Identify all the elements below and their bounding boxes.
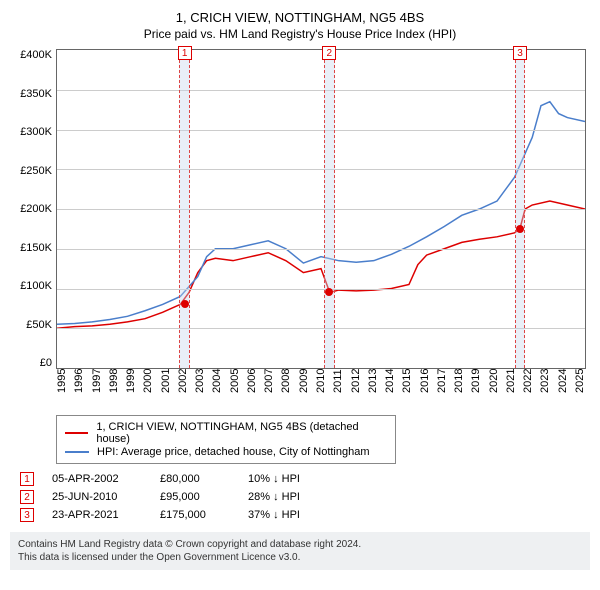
- marker-band: [179, 50, 190, 368]
- y-axis: £400K £350K £300K £250K £200K £150K £100K £50K £…: [10, 49, 56, 369]
- x-tick-label: 2001: [160, 369, 172, 409]
- x-tick-label: 2020: [488, 369, 500, 409]
- x-tick-label: 1995: [56, 369, 68, 409]
- event-date: 05-APR-2002: [52, 473, 142, 485]
- x-tick-label: 2006: [246, 369, 258, 409]
- marker-band: [515, 50, 526, 368]
- x-tick-label: 2003: [194, 369, 206, 409]
- event-marker: 2: [20, 490, 34, 504]
- x-tick-label: 2018: [453, 369, 465, 409]
- x-tick-label: 1999: [125, 369, 137, 409]
- legend-swatch: [65, 451, 89, 453]
- x-tick-label: 2008: [280, 369, 292, 409]
- marker-dot: [516, 225, 524, 233]
- gridline: [57, 328, 585, 329]
- event-marker: 3: [20, 508, 34, 522]
- x-tick-label: 2009: [298, 369, 310, 409]
- legend-swatch: [65, 432, 88, 434]
- x-tick-label: 1998: [108, 369, 120, 409]
- x-tick-label: 2002: [177, 369, 189, 409]
- event-hpi: 28% ↓ HPI: [248, 491, 338, 503]
- gridline: [57, 90, 585, 91]
- event-price: £95,000: [160, 491, 230, 503]
- series-hpi: [57, 102, 585, 325]
- x-tick-label: 2014: [384, 369, 396, 409]
- x-tick-label: 2010: [315, 369, 327, 409]
- y-tick-label: £400K: [10, 49, 52, 61]
- chart-container: 1, CRICH VIEW, NOTTINGHAM, NG5 4BS Price…: [0, 0, 600, 578]
- y-tick-label: £0: [10, 357, 52, 369]
- marker-dot: [181, 300, 189, 308]
- legend-row: 1, CRICH VIEW, NOTTINGHAM, NG5 4BS (deta…: [65, 421, 387, 445]
- x-tick-label: 2021: [505, 369, 517, 409]
- gridline: [57, 249, 585, 250]
- series-property: [57, 201, 585, 328]
- y-tick-label: £50K: [10, 319, 52, 331]
- legend-label: HPI: Average price, detached house, City…: [97, 446, 370, 458]
- x-tick-label: 2019: [470, 369, 482, 409]
- plot-area: 1 2 3: [56, 49, 586, 369]
- x-tick-label: 2013: [367, 369, 379, 409]
- x-axis: 1995 1996 1997 1998 1999 2000 2001 2002 2003 2004…: [56, 369, 586, 409]
- x-tick-label: 2005: [229, 369, 241, 409]
- marker-band: [324, 50, 335, 368]
- footer: Contains HM Land Registry data © Crown c…: [10, 532, 590, 570]
- event-row: 2 25-JUN-2010 £95,000 28% ↓ HPI: [20, 490, 590, 504]
- y-tick-label: £150K: [10, 242, 52, 254]
- footer-line1: Contains HM Land Registry data © Crown c…: [18, 538, 582, 551]
- y-tick-label: £350K: [10, 88, 52, 100]
- x-tick-label: 2023: [539, 369, 551, 409]
- event-table: 1 05-APR-2002 £80,000 10% ↓ HPI 2 25-JUN-2010…: [20, 472, 590, 522]
- x-tick-label: 2004: [211, 369, 223, 409]
- marker-dot: [325, 288, 333, 296]
- event-row: 3 23-APR-2021 £175,000 37% ↓ HPI: [20, 508, 590, 522]
- footer-line2: This data is licensed under the Open Gov…: [18, 551, 582, 564]
- event-price: £175,000: [160, 509, 230, 521]
- chart-area: £400K £350K £300K £250K £200K £150K £100K £50K £…: [10, 49, 590, 409]
- x-tick-label: 1996: [73, 369, 85, 409]
- marker-label: 1: [178, 46, 192, 60]
- event-date: 25-JUN-2010: [52, 491, 142, 503]
- x-tick-label: 2025: [574, 369, 586, 409]
- title-block: 1, CRICH VIEW, NOTTINGHAM, NG5 4BS Price…: [10, 10, 590, 41]
- legend-row: HPI: Average price, detached house, City…: [65, 446, 387, 458]
- x-tick-label: 1997: [91, 369, 103, 409]
- legend: 1, CRICH VIEW, NOTTINGHAM, NG5 4BS (deta…: [56, 415, 396, 464]
- event-row: 1 05-APR-2002 £80,000 10% ↓ HPI: [20, 472, 590, 486]
- chart-title: 1, CRICH VIEW, NOTTINGHAM, NG5 4BS: [10, 10, 590, 25]
- event-date: 23-APR-2021: [52, 509, 142, 521]
- event-hpi: 37% ↓ HPI: [248, 509, 338, 521]
- legend-label: 1, CRICH VIEW, NOTTINGHAM, NG5 4BS (deta…: [96, 421, 387, 445]
- x-tick-label: 2016: [419, 369, 431, 409]
- x-tick-label: 2012: [350, 369, 362, 409]
- gridline: [57, 209, 585, 210]
- x-tick-label: 2022: [522, 369, 534, 409]
- x-tick-label: 2007: [263, 369, 275, 409]
- y-tick-label: £200K: [10, 203, 52, 215]
- x-tick-label: 2011: [332, 369, 344, 409]
- gridline: [57, 130, 585, 131]
- x-tick-label: 2000: [142, 369, 154, 409]
- x-tick-label: 2024: [557, 369, 569, 409]
- x-tick-label: 2017: [436, 369, 448, 409]
- gridline: [57, 169, 585, 170]
- y-tick-label: £250K: [10, 165, 52, 177]
- marker-label: 2: [322, 46, 336, 60]
- marker-label: 3: [513, 46, 527, 60]
- y-tick-label: £300K: [10, 126, 52, 138]
- event-price: £80,000: [160, 473, 230, 485]
- event-hpi: 10% ↓ HPI: [248, 473, 338, 485]
- x-tick-label: 2015: [401, 369, 413, 409]
- chart-subtitle: Price paid vs. HM Land Registry's House …: [10, 27, 590, 41]
- y-tick-label: £100K: [10, 280, 52, 292]
- event-marker: 1: [20, 472, 34, 486]
- gridline: [57, 289, 585, 290]
